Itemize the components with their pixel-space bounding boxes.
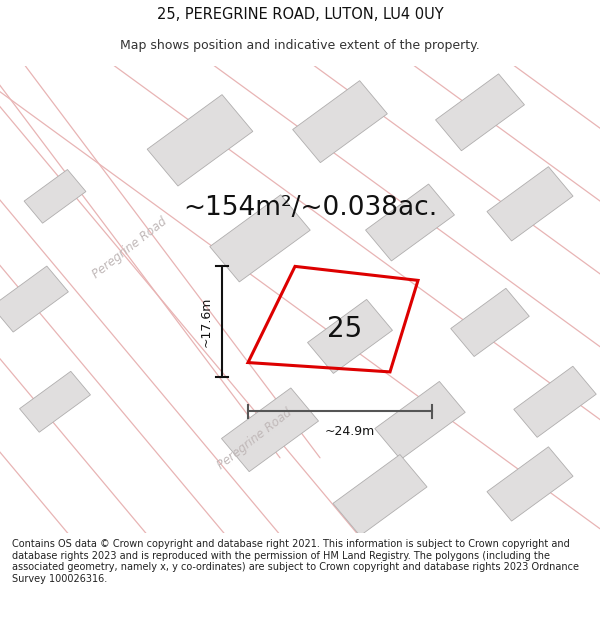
Polygon shape	[333, 454, 427, 536]
Polygon shape	[293, 81, 388, 162]
Text: Map shows position and indicative extent of the property.: Map shows position and indicative extent…	[120, 39, 480, 52]
Polygon shape	[375, 381, 465, 459]
Polygon shape	[210, 195, 310, 282]
Text: Contains OS data © Crown copyright and database right 2021. This information is : Contains OS data © Crown copyright and d…	[12, 539, 579, 584]
Polygon shape	[147, 94, 253, 186]
Polygon shape	[487, 167, 573, 241]
Polygon shape	[24, 169, 86, 223]
Text: ~154m²/~0.038ac.: ~154m²/~0.038ac.	[183, 194, 437, 221]
Polygon shape	[451, 288, 529, 356]
Polygon shape	[221, 388, 319, 472]
Polygon shape	[308, 299, 392, 373]
Polygon shape	[365, 184, 454, 261]
Polygon shape	[436, 74, 524, 151]
Text: ~24.9m: ~24.9m	[325, 425, 375, 438]
Text: Peregrine Road: Peregrine Road	[215, 406, 295, 472]
Text: 25: 25	[328, 315, 362, 343]
Polygon shape	[0, 266, 68, 332]
Text: 25, PEREGRINE ROAD, LUTON, LU4 0UY: 25, PEREGRINE ROAD, LUTON, LU4 0UY	[157, 7, 443, 22]
Text: Peregrine Road: Peregrine Road	[90, 214, 170, 281]
Polygon shape	[514, 366, 596, 438]
Polygon shape	[20, 371, 91, 432]
Polygon shape	[487, 447, 573, 521]
Text: ~17.6m: ~17.6m	[199, 296, 212, 347]
